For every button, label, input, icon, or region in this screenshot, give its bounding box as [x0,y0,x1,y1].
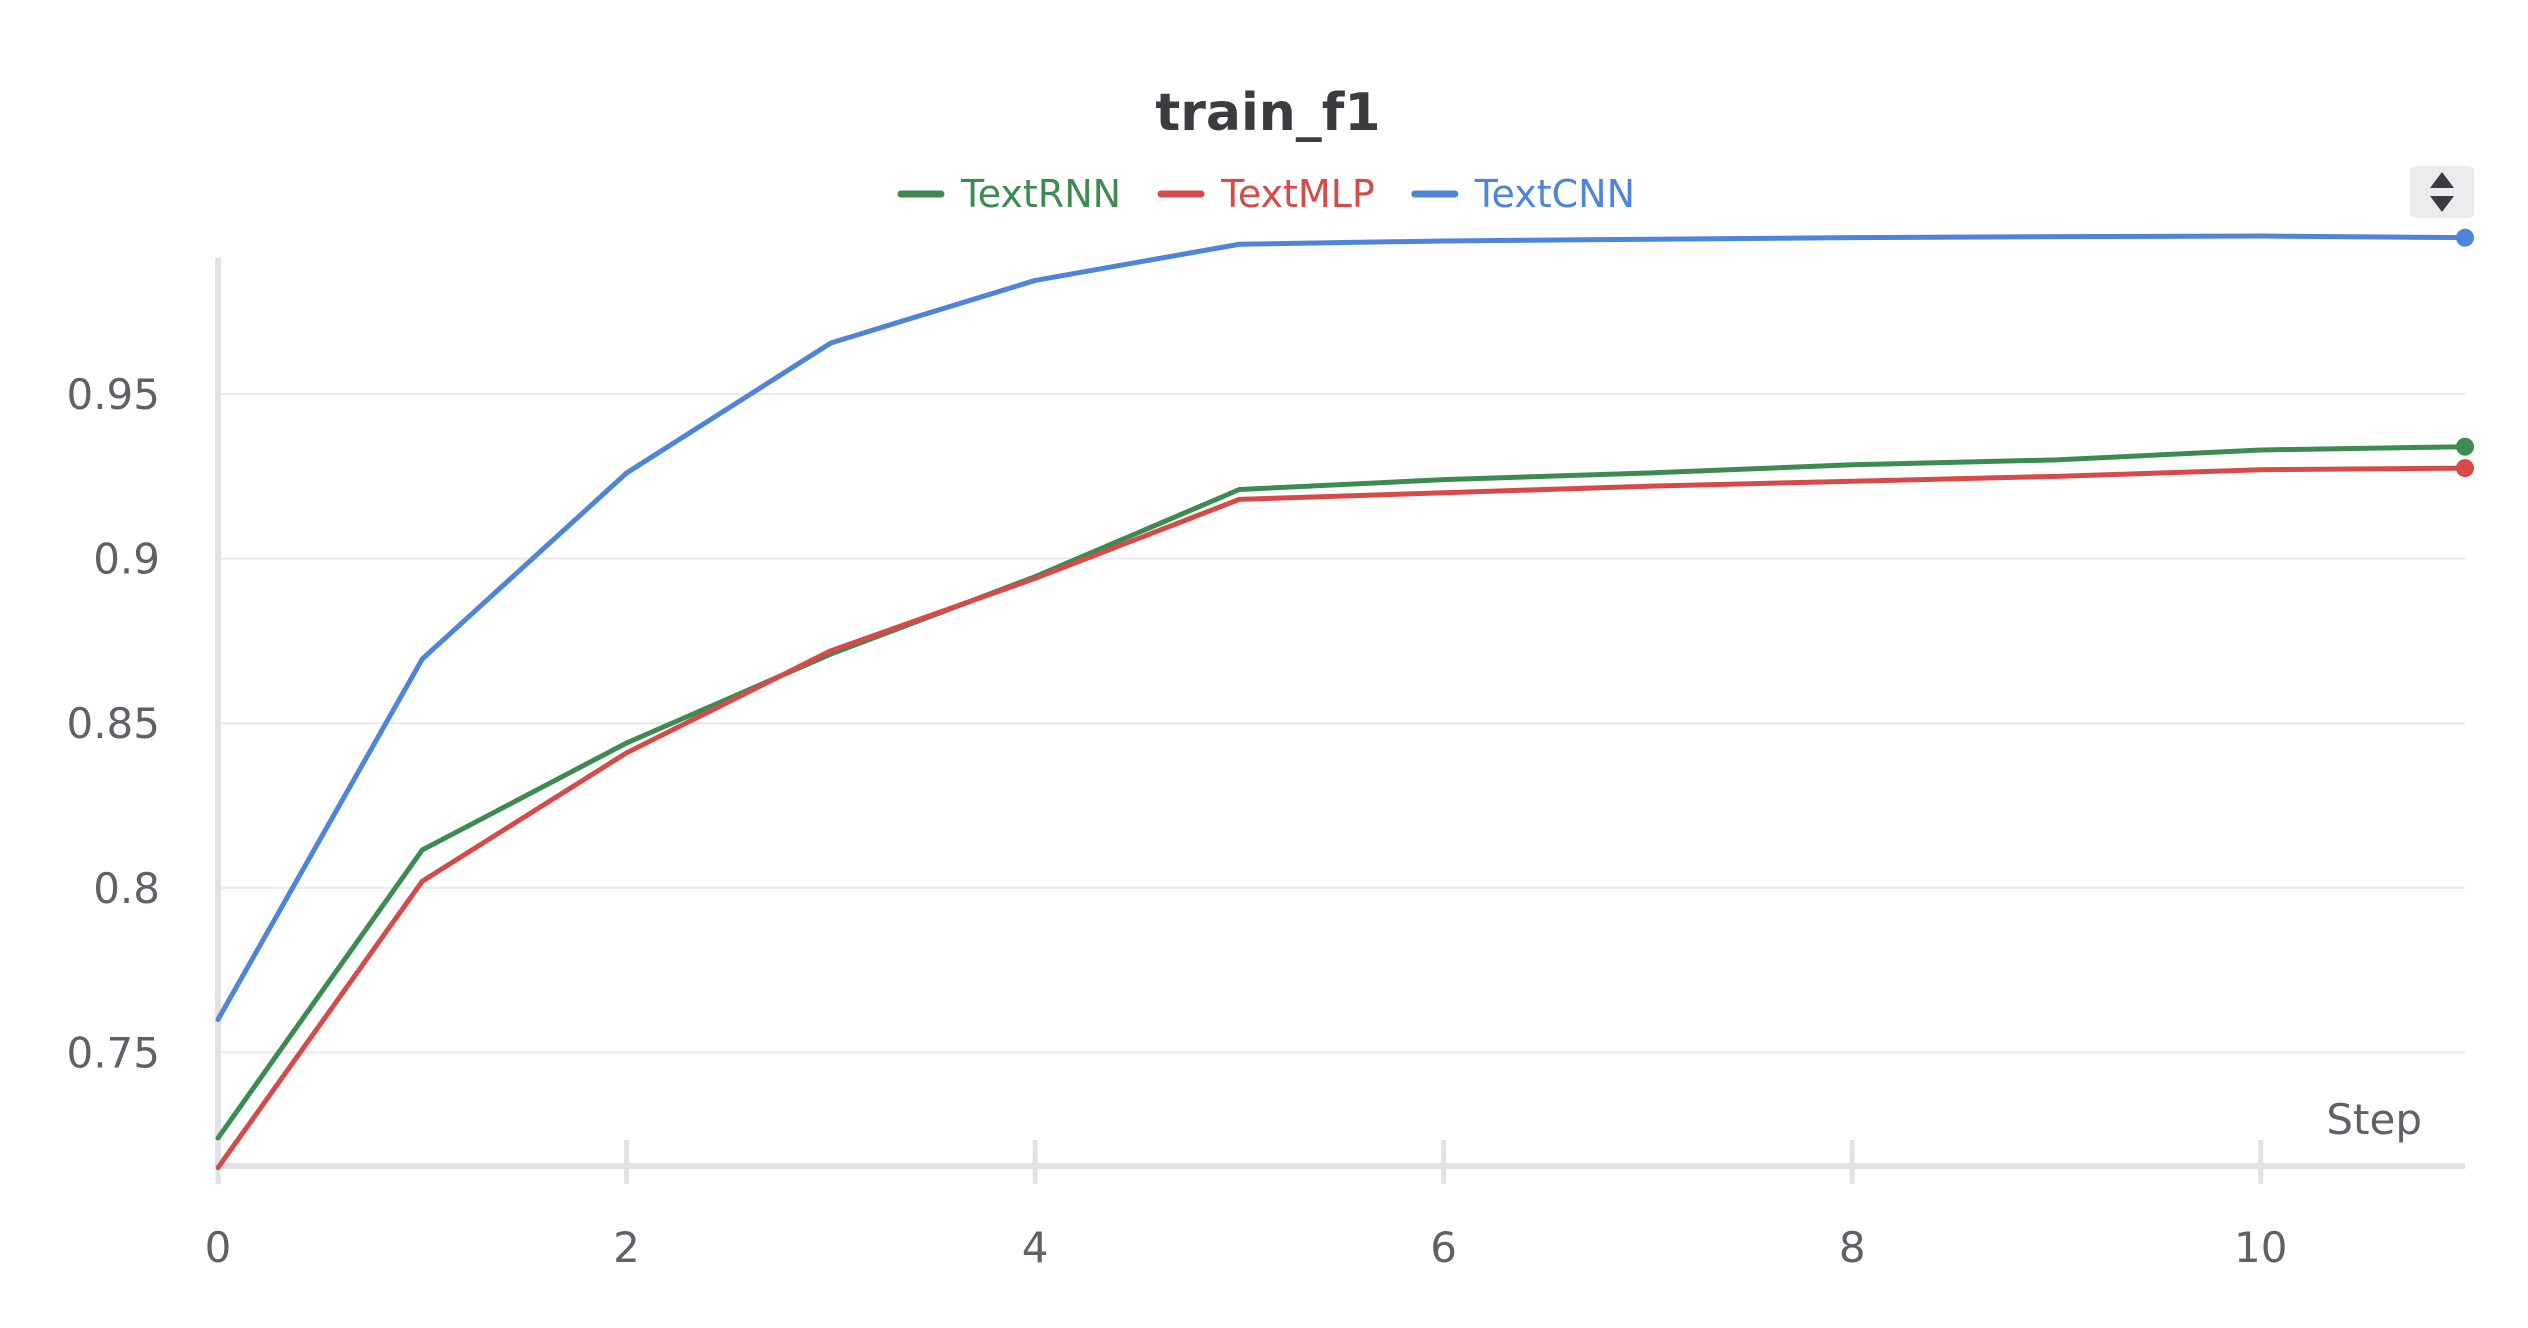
y-tick-label: 0.75 [66,1028,160,1077]
legend-item-textcnn[interactable]: TextCNN [1411,172,1635,216]
legend-label-textmlp: TextMLP [1220,172,1375,216]
x-axis-label: Step [2326,1095,2422,1144]
sort-up-icon [2430,172,2454,188]
x-tick-label: 2 [613,1223,640,1272]
legend-scroll-background [2410,166,2474,218]
legend-scroll-button[interactable] [2410,166,2474,218]
x-tick-label: 0 [205,1223,232,1272]
x-tick-label: 10 [2234,1223,2287,1272]
axes [215,258,2465,1184]
legend-item-textmlp[interactable]: TextMLP [1157,172,1375,216]
legend-item-textrnn[interactable]: TextRNN [897,172,1121,216]
legend-label-textrnn: TextRNN [960,172,1121,216]
chart-title: train_f1 [1155,83,1380,143]
series-end-point-textcnn [2456,228,2474,247]
x-tick-label: 4 [1022,1223,1049,1272]
y-tick-label: 0.8 [93,864,160,913]
series-line-textcnn [215,233,2468,1023]
y-tick-label: 0.85 [66,699,160,748]
x-tick-label: 6 [1430,1223,1457,1272]
y-tick-labels: 0.75 0.8 0.85 0.9 0.95 [66,370,160,1077]
series-lines [215,233,2468,1171]
series-line-textrnn [215,444,2468,1141]
x-tick-label: 8 [1839,1223,1866,1272]
series-line-textmlp [215,465,2468,1171]
legend-label-textcnn: TextCNN [1474,172,1635,216]
x-tick-labels: 0 2 4 6 8 10 [205,1223,2288,1272]
series-end-point-textmlp [2456,459,2474,478]
legend: TextRNN TextMLP TextCNN [897,172,1635,216]
series-end-points [2456,228,2474,478]
y-tick-label: 0.9 [93,535,160,584]
y-tick-label: 0.95 [66,370,160,419]
grid-lines [218,393,2465,1054]
series-end-point-textrnn [2456,437,2474,456]
sort-down-icon [2430,196,2454,212]
